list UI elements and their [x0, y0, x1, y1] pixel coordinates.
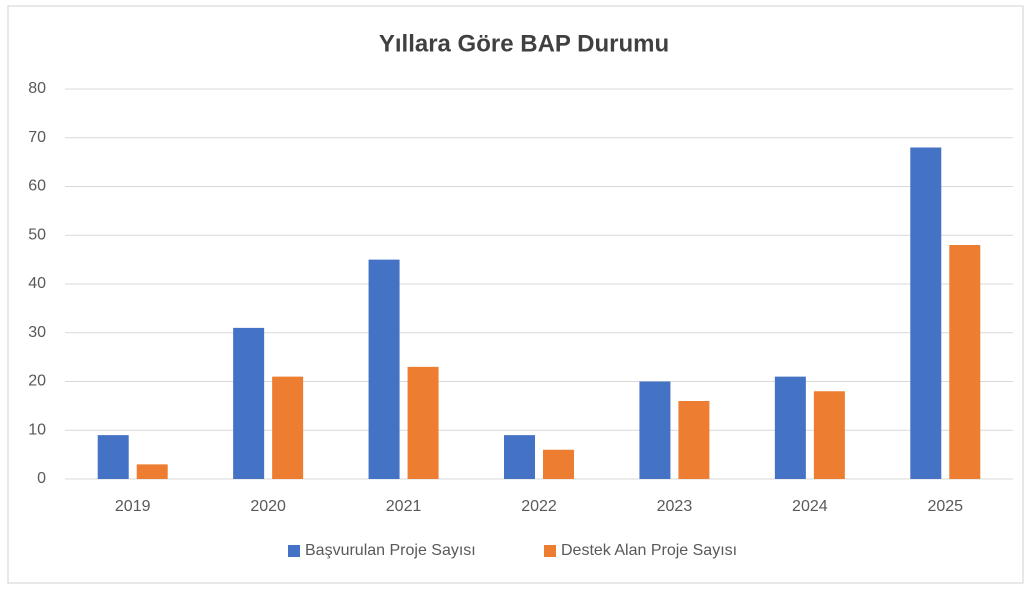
x-tick-label: 2021 [386, 498, 422, 515]
bar [639, 381, 671, 479]
y-tick-label: 80 [28, 80, 46, 97]
y-tick-label: 10 [28, 421, 46, 438]
chart-frame [7, 5, 1024, 584]
chart-title: Yıllara Göre BAP Durumu [379, 30, 669, 57]
bar [813, 391, 845, 479]
y-tick-label: 60 [28, 178, 46, 195]
bar [504, 435, 535, 479]
bar [774, 376, 806, 479]
y-tick-label: 0 [37, 470, 46, 487]
bar [272, 376, 304, 479]
x-tick-label: 2025 [927, 498, 963, 515]
x-tick-label: 2020 [250, 498, 286, 515]
y-tick-label: 40 [28, 275, 46, 292]
x-tick-label: 2023 [657, 498, 693, 515]
bar [949, 245, 981, 479]
y-tick-label: 70 [28, 129, 46, 146]
bar [543, 449, 574, 479]
bar [233, 327, 265, 479]
legend-label: Destek Alan Proje Sayısı [561, 542, 737, 559]
bar [407, 366, 439, 479]
x-tick-label: 2019 [115, 498, 151, 515]
legend-label: Başvurulan Proje Sayısı [305, 542, 476, 559]
x-tick-label: 2022 [521, 498, 557, 515]
bar [136, 464, 168, 479]
bar [97, 435, 129, 479]
y-tick-label: 50 [28, 226, 46, 243]
y-tick-label: 30 [28, 324, 46, 341]
legend-swatch [544, 545, 556, 557]
bar [678, 401, 710, 479]
bar [368, 259, 400, 479]
bar [910, 147, 942, 479]
x-tick-label: 2024 [792, 498, 828, 515]
y-tick-label: 20 [28, 373, 46, 390]
legend-swatch [288, 545, 300, 557]
